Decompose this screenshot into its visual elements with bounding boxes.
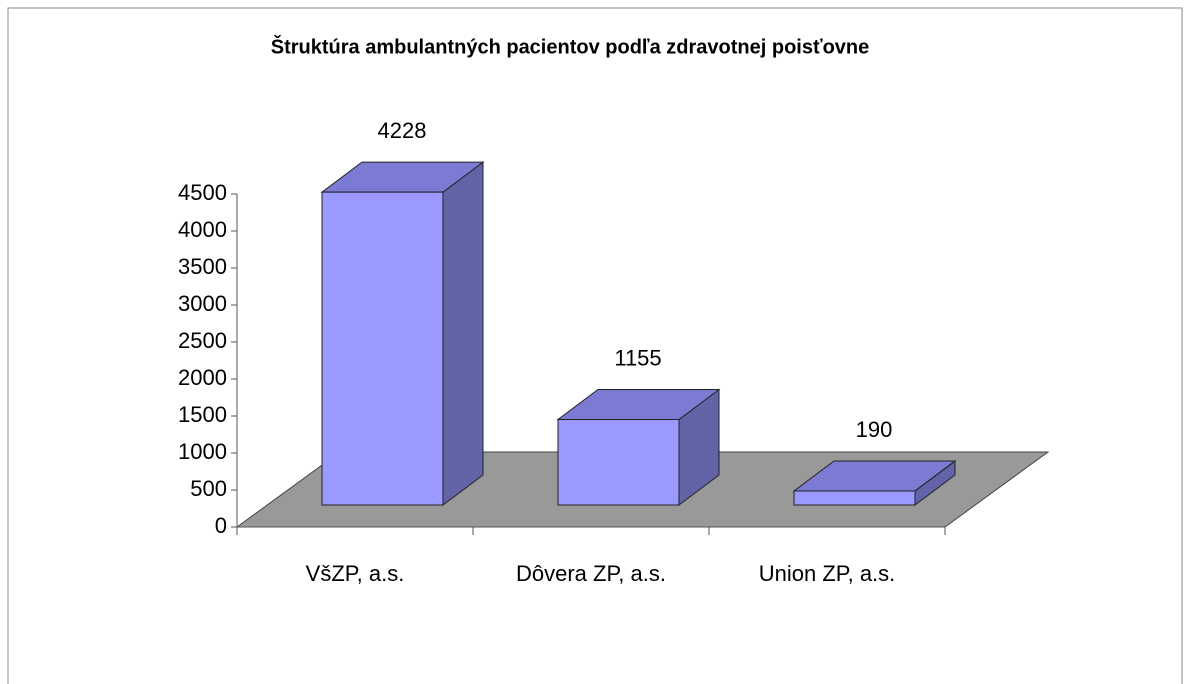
data-label: 1155 xyxy=(614,345,661,370)
bar-front xyxy=(321,191,444,506)
x-tick-label: Union ZP, a.s. xyxy=(759,561,896,586)
y-tick-label: 4500 xyxy=(178,180,227,205)
x-tick-label: Dôvera ZP, a.s. xyxy=(516,561,666,586)
y-tick-label: 500 xyxy=(190,476,227,501)
y-tick-label: 2000 xyxy=(178,365,227,390)
chart-title: Štruktúra ambulantných pacientov podľa z… xyxy=(271,34,870,58)
y-tick-label: 0 xyxy=(215,513,227,538)
data-label: 4228 xyxy=(378,118,427,143)
bar xyxy=(320,161,485,506)
data-label: 190 xyxy=(856,417,893,442)
bar xyxy=(556,388,721,506)
bar-front xyxy=(557,419,680,506)
bar-side xyxy=(442,161,484,506)
bar-front xyxy=(793,490,916,506)
y-tick-label: 2500 xyxy=(178,328,227,353)
y-tick-label: 1000 xyxy=(178,439,227,464)
y-tick-label: 3500 xyxy=(178,254,227,279)
y-tick-label: 1500 xyxy=(178,402,227,427)
y-tick-label: 4000 xyxy=(178,217,227,242)
x-tick-label: VšZP, a.s. xyxy=(306,561,405,586)
bar xyxy=(792,459,957,506)
y-tick-label: 3000 xyxy=(178,291,227,316)
chart-frame xyxy=(7,7,1183,684)
